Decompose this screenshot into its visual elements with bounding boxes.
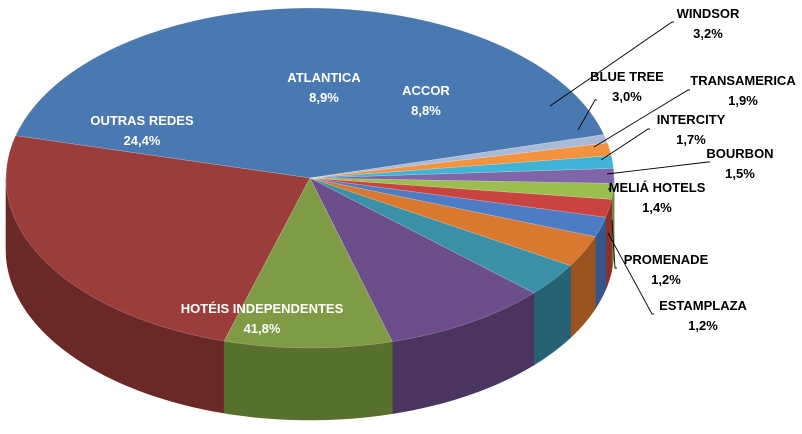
leader-estamplaza bbox=[607, 232, 654, 315]
label-transamerica: TRANSAMERICA 1,9% bbox=[690, 73, 796, 108]
label-estamplaza-value: 1,2% bbox=[688, 318, 718, 333]
label-estamplaza-name: ESTAMPLAZA bbox=[659, 298, 747, 313]
leader-blue-tree bbox=[577, 99, 597, 131]
label-transamerica-value: 1,9% bbox=[728, 93, 758, 108]
label-windsor-name: WINDSOR bbox=[677, 6, 740, 21]
leader-windsor bbox=[549, 21, 674, 107]
pie-slice-atlantica bbox=[223, 177, 393, 349]
label-atlantica-name: ATLANTICA bbox=[287, 70, 361, 85]
leader-intercity bbox=[600, 128, 650, 161]
leader-transamerica bbox=[593, 89, 690, 148]
label-promenade-value: 1,2% bbox=[651, 272, 681, 287]
label-windsor: WINDSOR 3,2% bbox=[677, 6, 740, 41]
label-windsor-value: 3,2% bbox=[693, 26, 723, 41]
label-outras-redes-value: 24,4% bbox=[124, 133, 161, 148]
label-blue-tree-name: BLUE TREE bbox=[590, 69, 664, 84]
label-hoteis-independentes: HOTÉIS INDEPENDENTES 41,8% bbox=[181, 301, 344, 336]
label-accor-name: ACCOR bbox=[402, 83, 450, 98]
leader-bourbon bbox=[606, 161, 710, 175]
label-blue-tree-value: 3,0% bbox=[612, 89, 642, 104]
label-estamplaza: ESTAMPLAZA 1,2% bbox=[659, 298, 747, 333]
pie-side-atlantica bbox=[223, 340, 393, 421]
pie-slice-blue-tree bbox=[309, 177, 596, 266]
leader-promenade bbox=[611, 219, 617, 269]
label-bourbon-value: 1,5% bbox=[725, 166, 755, 181]
label-promenade-name: PROMENADE bbox=[624, 252, 709, 267]
slice-labels: HOTÉIS INDEPENDENTES 41,8% OUTRAS REDES 24,… bbox=[90, 6, 796, 336]
pie-top-faces bbox=[5, 7, 615, 349]
label-bourbon: BOURBON 1,5% bbox=[706, 146, 773, 181]
label-melia-hotels-value: 1,4% bbox=[642, 200, 672, 215]
label-melia-hotels: MELIÁ HOTELS 1,4% bbox=[609, 180, 706, 215]
label-hoteis-independentes-name: HOTÉIS INDEPENDENTES bbox=[181, 301, 344, 316]
label-atlantica-value: 8,9% bbox=[309, 90, 339, 105]
label-melia-hotels-name: MELIÁ HOTELS bbox=[609, 180, 706, 195]
label-outras-redes: OUTRAS REDES 24,4% bbox=[90, 113, 194, 148]
label-intercity-value: 1,7% bbox=[676, 132, 706, 147]
label-transamerica-name: TRANSAMERICA bbox=[690, 73, 796, 88]
pie-slice-accor bbox=[309, 177, 535, 342]
label-hoteis-independentes-value: 41,8% bbox=[244, 321, 281, 336]
label-accor-value: 8,8% bbox=[411, 103, 441, 118]
pie-slice-outras-redes bbox=[5, 135, 311, 342]
label-outras-redes-name: OUTRAS REDES bbox=[90, 113, 194, 128]
pie-slice-windsor bbox=[309, 177, 572, 294]
label-atlantica: ATLANTICA 8,9% bbox=[287, 70, 361, 105]
pie-slice-hoteis-independentes bbox=[15, 7, 605, 179]
label-blue-tree: BLUE TREE 3,0% bbox=[590, 69, 664, 104]
label-intercity: INTERCITY 1,7% bbox=[657, 112, 726, 147]
label-intercity-name: INTERCITY bbox=[657, 112, 726, 127]
label-bourbon-name: BOURBON bbox=[706, 146, 773, 161]
label-promenade: PROMENADE 1,2% bbox=[624, 252, 709, 287]
label-accor: ACCOR 8,8% bbox=[402, 83, 450, 118]
pie-slice-12 bbox=[309, 134, 608, 179]
leader-lines bbox=[549, 21, 710, 315]
